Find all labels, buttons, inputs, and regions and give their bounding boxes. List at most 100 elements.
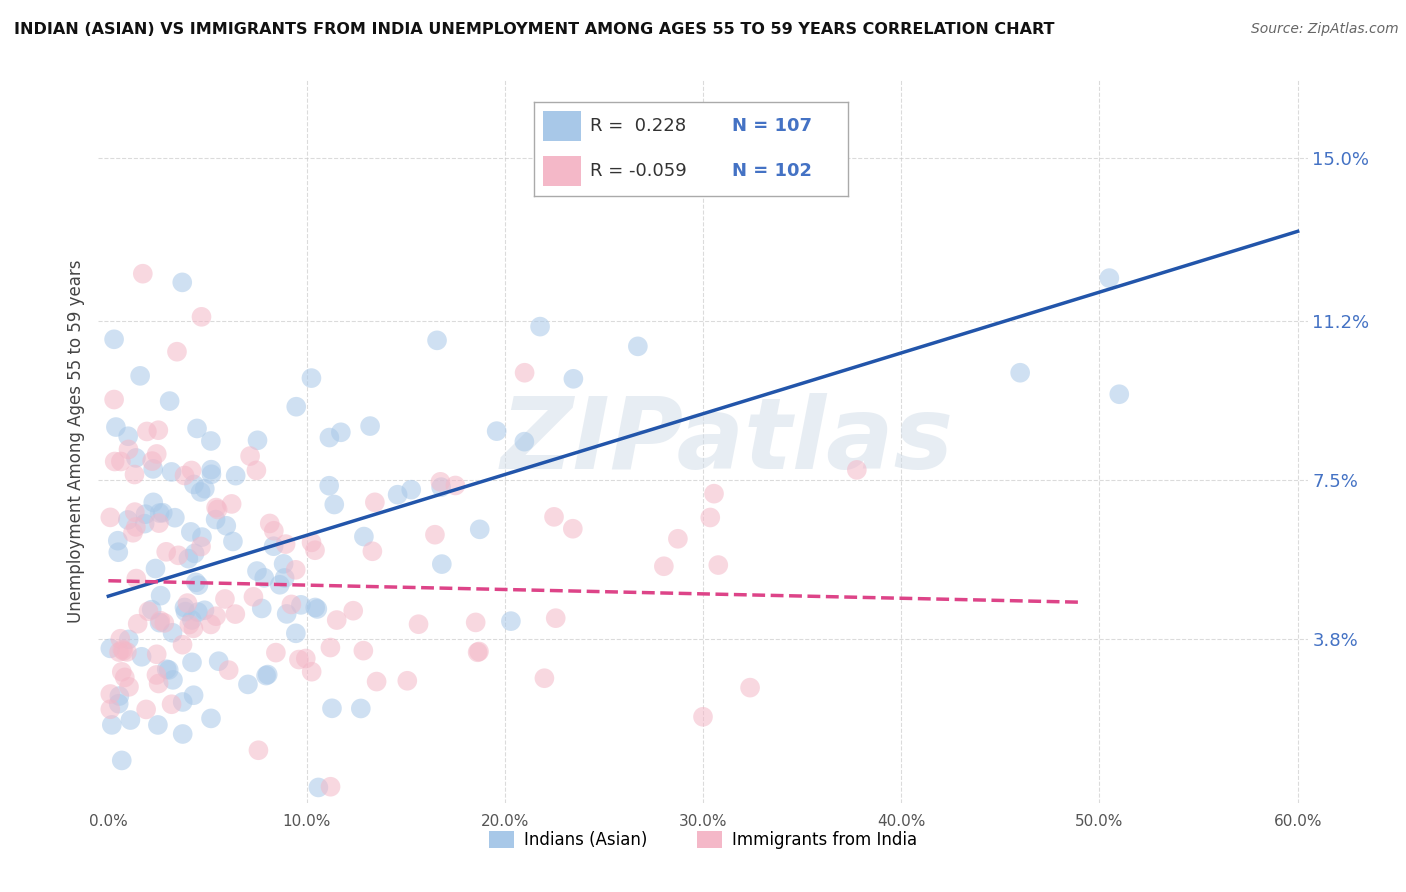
Y-axis label: Unemployment Among Ages 55 to 59 years: Unemployment Among Ages 55 to 59 years [66,260,84,624]
Indians (Asian) [134,516,156,531]
Indians (Asian) [194,482,217,496]
Indians (Asian) [183,688,205,702]
Indians (Asian) [146,718,169,732]
Indians (Asian) [108,689,131,703]
Indians (Asian) [529,319,551,334]
Indians (Asian) [172,727,194,741]
Immigrants from India [845,463,868,477]
Indians (Asian) [499,614,522,628]
Indians (Asian) [468,522,491,536]
Immigrants from India [207,502,229,516]
Immigrants from India [103,392,125,407]
Immigrants from India [176,596,198,610]
Indians (Asian) [387,488,409,502]
Indians (Asian) [304,600,326,615]
Indians (Asian) [172,695,194,709]
Indians (Asian) [318,479,340,493]
Indians (Asian) [149,506,172,520]
Immigrants from India [423,527,446,541]
Immigrants from India [224,607,246,621]
Immigrants from India [145,647,167,661]
Immigrants from India [143,819,166,833]
Immigrants from India [342,604,364,618]
Immigrants from India [127,616,149,631]
Indians (Asian) [426,334,449,348]
Immigrants from India [361,544,384,558]
Indians (Asian) [263,539,285,553]
Immigrants from India [319,780,342,794]
Immigrants from India [125,520,148,534]
Indians (Asian) [1010,366,1032,380]
Indians (Asian) [187,578,209,592]
Indians (Asian) [285,400,308,414]
Immigrants from India [138,604,160,618]
Immigrants from India [652,559,675,574]
Immigrants from India [533,671,555,685]
Indians (Asian) [183,477,205,491]
Immigrants from India [352,643,374,657]
Immigrants from India [264,646,287,660]
Indians (Asian) [307,602,329,616]
Indians (Asian) [301,371,323,385]
Indians (Asian) [193,603,215,617]
Immigrants from India [707,558,730,572]
Indians (Asian) [173,600,195,615]
Immigrants from India [124,505,146,519]
Immigrants from India [98,702,121,716]
Immigrants from India [304,543,326,558]
Indians (Asian) [129,368,152,383]
Immigrants from India [183,621,205,635]
Indians (Asian) [162,625,184,640]
Indians (Asian) [200,463,222,477]
Immigrants from India [173,468,195,483]
Immigrants from India [513,366,536,380]
Immigrants from India [111,642,134,657]
Indians (Asian) [160,465,183,479]
Indians (Asian) [107,533,129,548]
Indians (Asian) [731,172,754,186]
Immigrants from India [153,615,176,630]
Immigrants from India [148,676,170,690]
Indians (Asian) [186,421,208,435]
Indians (Asian) [145,561,167,575]
Indians (Asian) [156,662,179,676]
Immigrants from India [245,463,267,477]
Indians (Asian) [142,495,165,509]
Immigrants from India [467,645,489,659]
Indians (Asian) [318,431,340,445]
Indians (Asian) [118,632,141,647]
Indians (Asian) [350,701,373,715]
Immigrants from India [468,644,491,658]
Indians (Asian) [120,713,142,727]
Immigrants from India [703,486,725,500]
Immigrants from India [444,478,467,492]
Immigrants from India [301,665,323,679]
Indians (Asian) [177,551,200,566]
Indians (Asian) [183,546,205,560]
Immigrants from India [111,665,134,679]
Indians (Asian) [359,419,381,434]
Indians (Asian) [141,602,163,616]
Indians (Asian) [191,530,214,544]
Immigrants from India [284,563,307,577]
Indians (Asian) [246,434,269,448]
Immigrants from India [114,670,136,684]
Indians (Asian) [181,656,204,670]
Immigrants from India [692,710,714,724]
Indians (Asian) [117,429,139,443]
Indians (Asian) [159,394,181,409]
Immigrants from India [172,638,194,652]
Text: ZIPatlas: ZIPatlas [501,393,953,490]
Immigrants from India [218,663,240,677]
Indians (Asian) [513,434,536,449]
Immigrants from India [628,807,651,822]
Indians (Asian) [122,815,145,830]
Immigrants from India [166,344,188,359]
Immigrants from India [135,425,157,439]
Immigrants from India [148,423,170,437]
Indians (Asian) [290,598,312,612]
Immigrants from India [110,632,132,646]
Immigrants from India [396,673,419,688]
Indians (Asian) [174,605,197,619]
Immigrants from India [247,743,270,757]
